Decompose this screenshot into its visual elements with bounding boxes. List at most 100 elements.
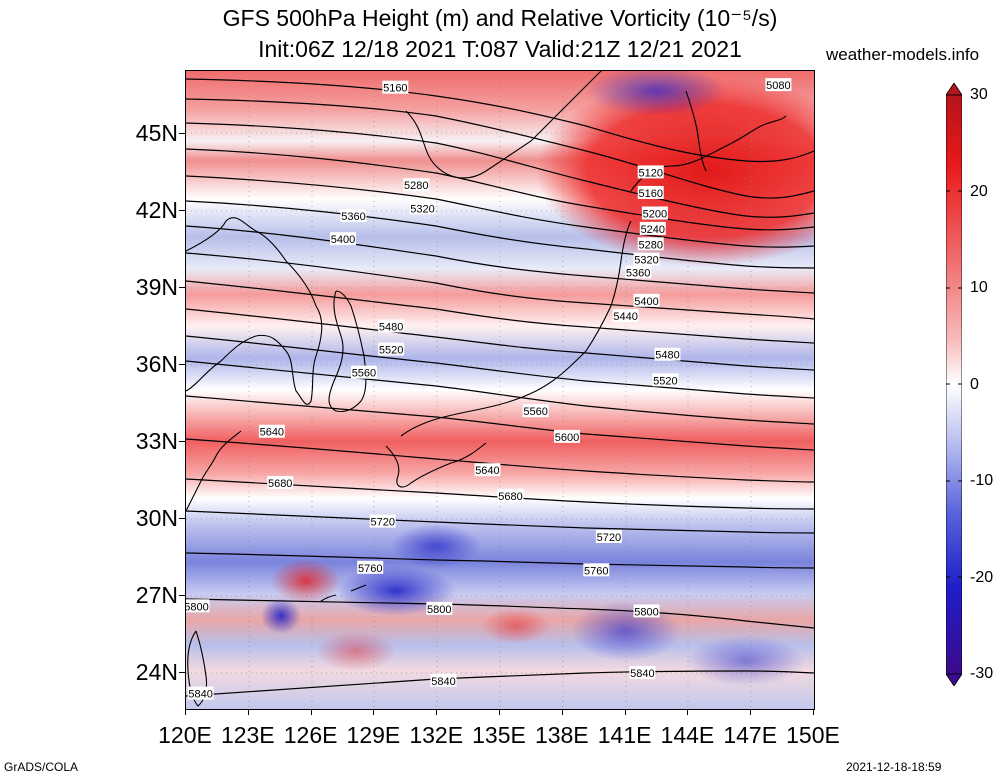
lon-tick-mark [687,709,689,715]
contour-line [186,98,814,199]
contour-label: 5840 [629,666,656,680]
height-contours [186,78,814,697]
vorticity-blob [316,631,396,671]
contour-line [186,360,814,425]
contour-label: 5440 [612,309,639,323]
lon-tick-label: 141E [597,722,652,748]
svg-text:5360: 5360 [626,268,650,280]
coastline-sakhalin [685,90,707,172]
lon-tick-mark [561,709,563,715]
lon-tick-label: 147E [723,722,778,748]
contour-label: 5640 [258,424,285,439]
contour-label: 5400 [633,293,660,308]
svg-text:5760: 5760 [358,563,382,575]
svg-text:5600: 5600 [555,432,579,444]
svg-text:5480: 5480 [655,350,679,362]
contour-label: 5720 [369,514,396,529]
lon-tick-label: 135E [472,722,526,748]
map-subtitle: Init:06Z 12/18 2021 T:087 Valid:21Z 12/2… [258,36,742,62]
lon-tick-label: 132E [409,722,464,748]
lat-tick-label: 27N [135,582,178,609]
svg-text:5120: 5120 [638,167,662,179]
lon-tick-mark [373,709,375,715]
site-name: weather-models.info [826,45,980,64]
lat-tick-mark [179,672,185,674]
contour-label: 5840 [430,673,457,688]
svg-text:5480: 5480 [379,321,403,333]
svg-text:5800: 5800 [427,604,451,616]
svg-text:5840: 5840 [188,689,212,701]
coastline-ryukyu [320,584,367,602]
lat-tick-label: 45N [135,119,178,146]
contour-label: 5560 [350,365,377,380]
contour-label: 5760 [583,563,610,577]
svg-text:5560: 5560 [523,406,547,418]
lon-tick-label: 120E [158,722,212,748]
lon-tick-mark [310,709,312,715]
contour-label: 5480 [378,319,405,333]
contour-label: 5480 [654,347,681,362]
contour-line [186,200,814,269]
map-title: GFS 500hPa Height (m) and Relative Vorti… [222,5,778,31]
contour-label: 5720 [595,529,622,544]
vorticity-min-ne [586,71,726,116]
vorticity-blob [686,636,806,686]
lat-tick-mark [179,518,185,519]
contour-label: 5280 [403,178,430,192]
contour-line [186,252,814,320]
contour-label: 5160 [382,80,409,95]
coastline-manchuria [405,71,602,179]
vorticity-blob [481,608,551,644]
contour-line [186,510,814,534]
lat-tick-label: 24N [135,659,178,686]
contour-label: 5400 [330,232,356,246]
contour-label: 5360 [625,265,652,280]
contour-line [186,552,814,569]
contour-labels: 5160 508051205160520052405280532053605400… [186,78,792,701]
contour-label: 5800 [426,601,453,616]
coastline-east-china [186,430,242,512]
lon-tick-mark [750,709,752,715]
svg-text:5560: 5560 [352,368,376,380]
svg-text:5840: 5840 [630,668,654,680]
lon-tick-label: 138E [534,722,589,748]
svg-text:5440: 5440 [613,311,637,323]
lat-tick-mark [179,440,185,442]
lat-tick-label: 42N [135,196,178,223]
lon-tick-mark [624,709,626,715]
svg-text:5800: 5800 [186,601,209,613]
svg-text:5200: 5200 [643,208,667,220]
lon-tick-label: 129E [346,722,401,748]
coastline-japan-honshu [400,220,632,437]
contour-label: 5840 [187,686,214,701]
lon-tick-label: 150E [786,722,840,748]
contour-label: 5520 [378,342,405,357]
lat-tick-mark [179,286,185,288]
svg-text:5280: 5280 [404,180,428,192]
lon-tick-mark [499,709,500,715]
vorticity-blob [391,524,481,568]
contour-label: 5520 [652,373,679,387]
lat-tick-mark [179,595,185,597]
colorbar-tick-label: 20 [970,182,988,200]
svg-text:5520: 5520 [379,345,403,357]
contour-label: 5080 [765,78,792,92]
colorbar-top-arrow [946,83,962,96]
lat-tick-mark [179,132,185,134]
svg-text:5240: 5240 [641,224,665,236]
lat-tick-label: 30N [135,505,178,531]
vorticity-max-ne [536,76,814,266]
contour-label: 5800 [186,599,210,613]
contour-line [186,670,814,697]
contour-line [186,78,814,163]
svg-text:5320: 5320 [410,203,434,215]
svg-text:5400: 5400 [634,296,658,308]
lat-tick-label: 33N [135,427,178,454]
svg-text:5640: 5640 [475,465,499,477]
coastline-taiwan [187,630,208,707]
vorticity-blob [261,598,301,634]
colorbar-tick-label: 0 [970,375,979,393]
lat-tick-mark [179,363,185,365]
contour-line [186,308,814,371]
colorbar-tick-label: 10 [970,279,988,296]
